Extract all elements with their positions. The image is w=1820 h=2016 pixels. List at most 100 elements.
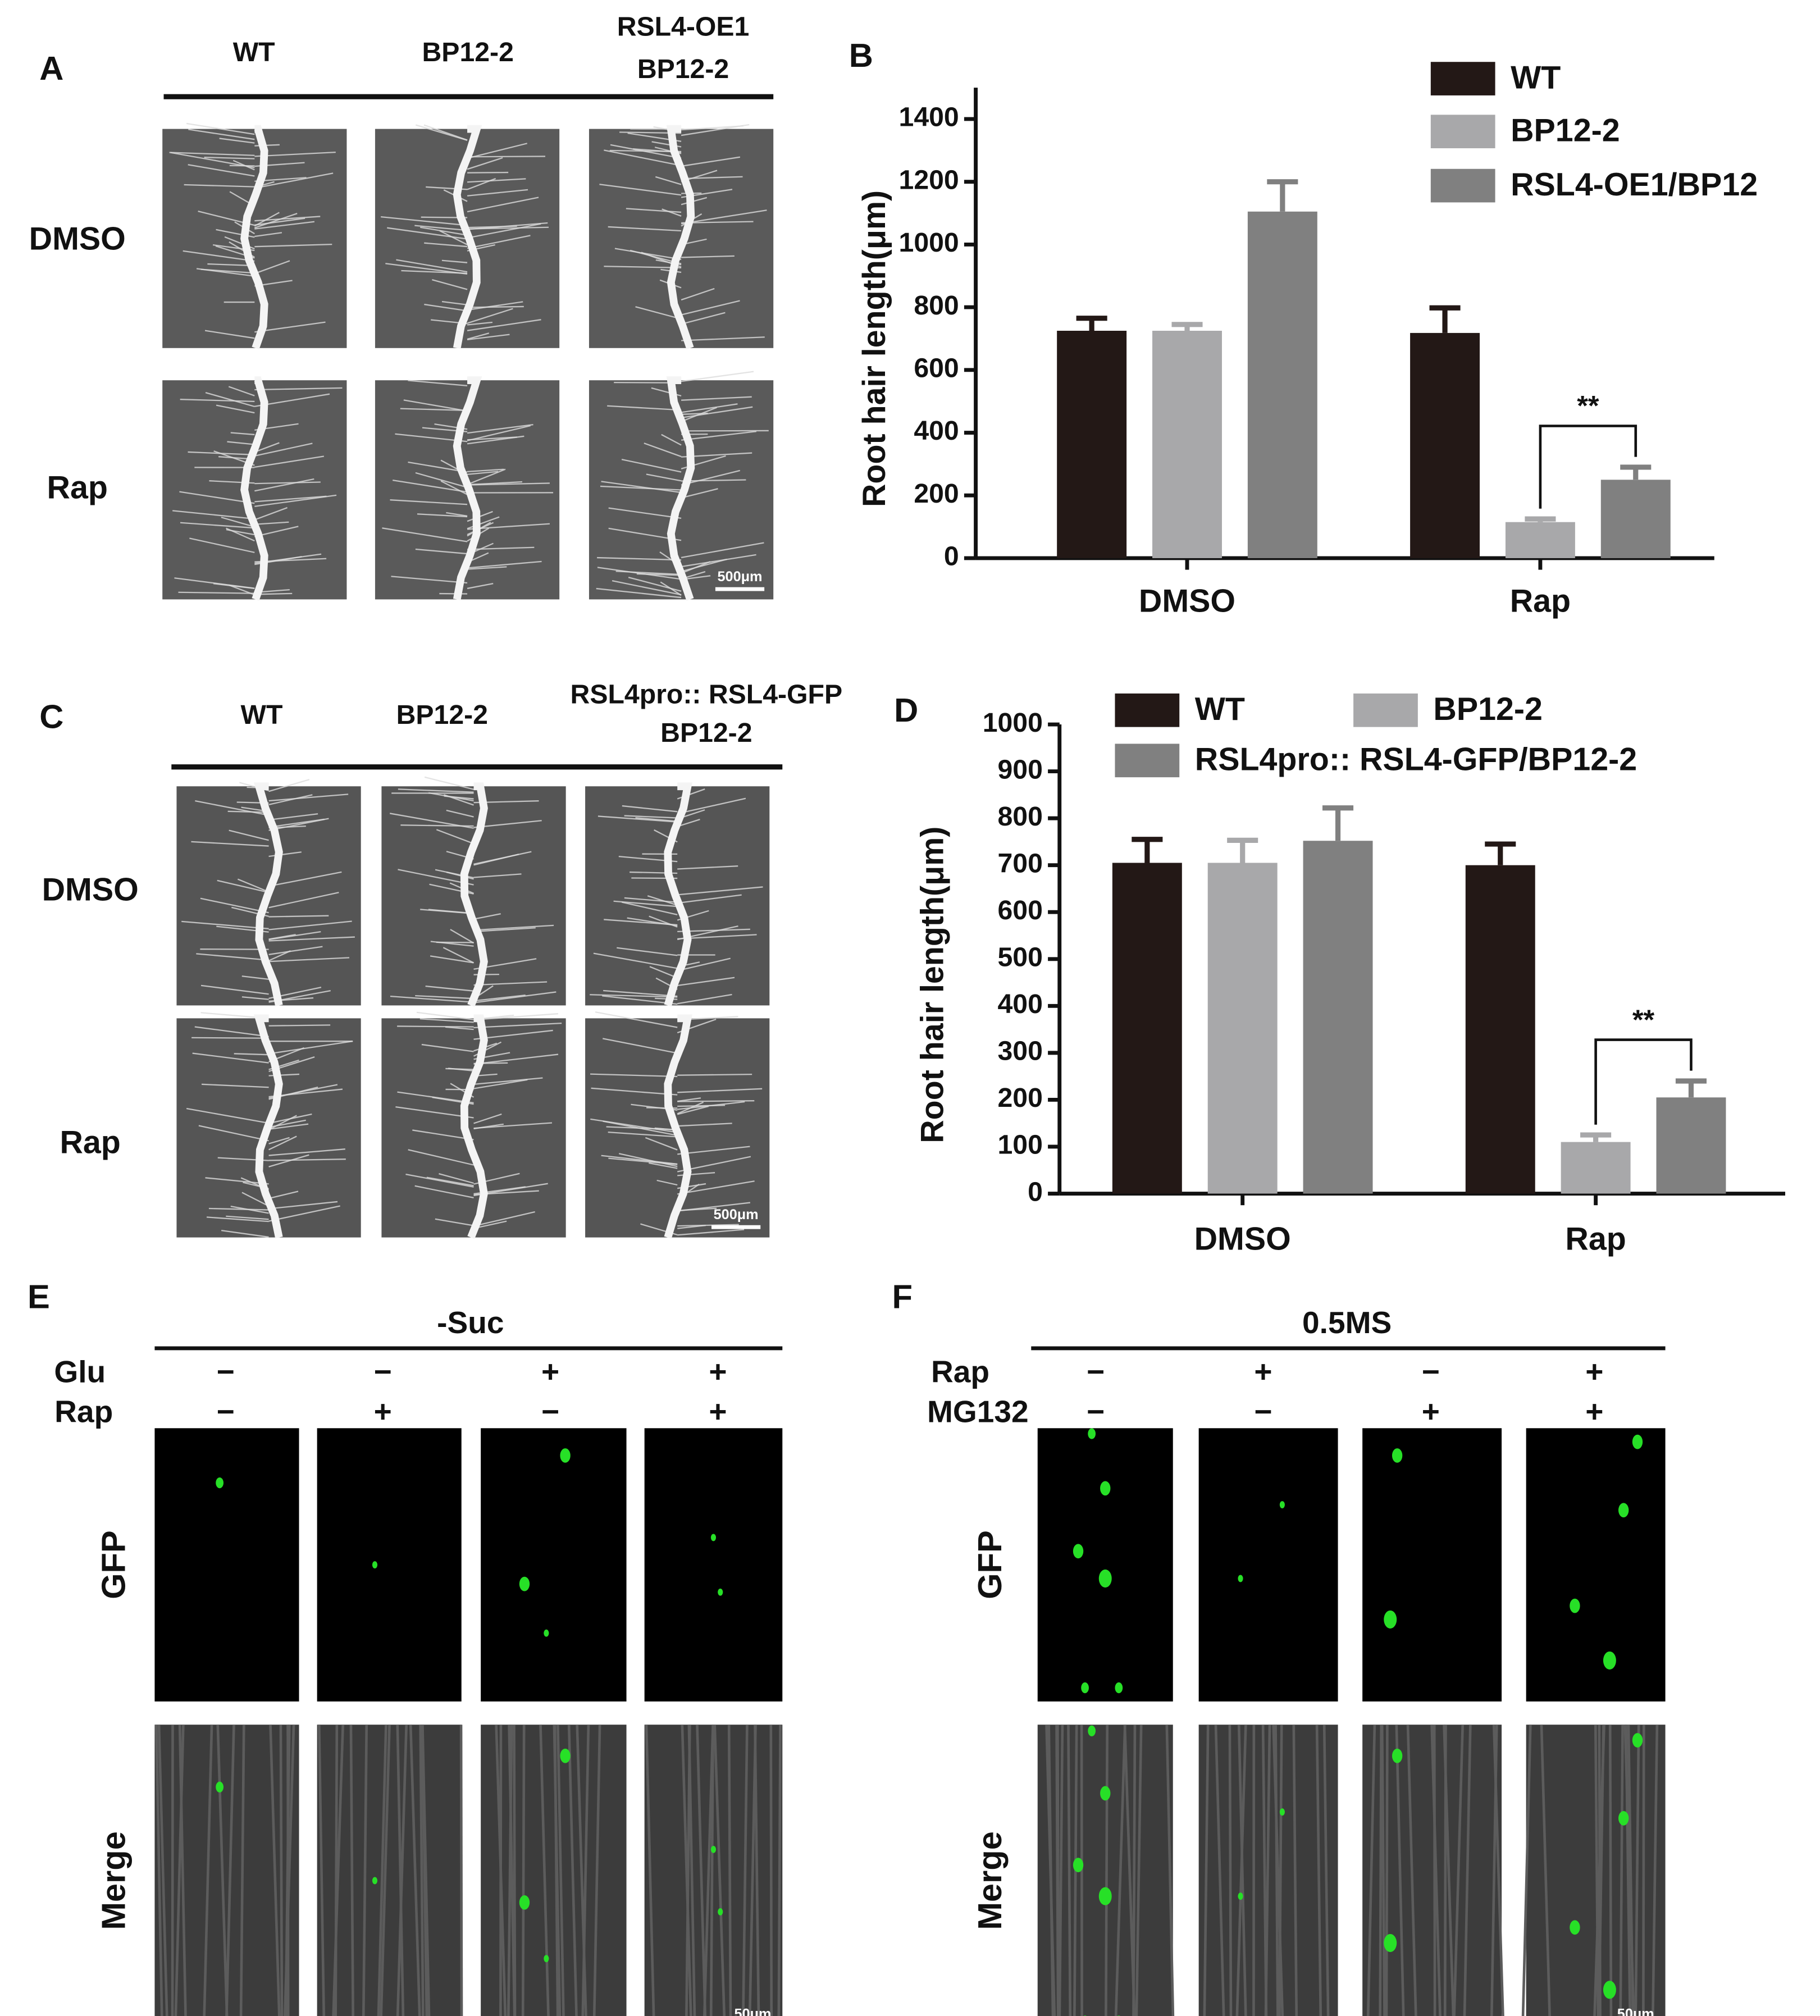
root-hair [467,560,542,569]
cell-wall [645,1725,655,2016]
root-hair [655,176,682,185]
root-hair [599,184,682,196]
root-hair [446,512,468,517]
nucleus [1073,1858,1084,1873]
cell-wall [1627,1725,1635,2016]
root-hair [590,1073,678,1078]
root-hair [603,989,678,997]
cell-wall [1521,1725,1532,2016]
root-hair [467,334,510,340]
nucleus [1618,1810,1629,1826]
y-tick-label: 900 [998,754,1043,784]
cell-wall [1073,1725,1078,2016]
cell-wall [713,1725,726,2016]
root-hair [415,472,468,489]
root-hair [677,865,738,870]
root-hair [677,1202,751,1212]
treatment-sign: + [709,1354,727,1389]
root-hair [268,950,291,961]
y-tick-label: 600 [998,895,1043,925]
root-hair [473,1079,528,1089]
root-hair [188,451,255,455]
root-hair [467,308,513,324]
y-tick-label: 1400 [899,102,959,133]
root-hair [408,380,468,386]
root-hair [430,955,474,964]
error-bar [1171,322,1203,331]
root-hair [178,591,255,594]
root-hair [618,1153,678,1167]
root-hair [597,815,678,823]
root [666,376,695,601]
cell-wall [1058,1725,1064,2016]
cell-wall [1278,1725,1283,2016]
cell-wall [539,1725,550,2016]
cell-wall [495,1725,507,2016]
significance-bracket [1539,425,1637,509]
root-hair [604,149,682,166]
root-hair [473,820,542,828]
root [460,1014,488,1239]
root-hair [473,927,536,933]
root [240,376,268,601]
root-hair [254,212,280,227]
bar [1656,1097,1726,1194]
cell-wall [742,1725,749,2016]
root-hair [417,513,468,518]
root-hair [234,1053,269,1056]
treatment-label: Rap [54,1394,113,1429]
root-hair [596,587,682,599]
y-tick-label: 0 [1028,1176,1043,1207]
y-tick-label: 400 [914,416,959,446]
root-hair [614,248,682,261]
root-hair [681,469,741,486]
root-hair [604,919,678,926]
bar [1207,863,1278,1194]
y-tick-label: 300 [998,1036,1043,1066]
error-bar [1580,1132,1612,1142]
scale-bar-label: 500μm [714,1207,759,1223]
root-hair [681,221,754,224]
cell-wall [1453,1725,1465,2016]
root-hair [441,259,468,263]
root-hair [649,966,678,979]
cell-wall [1105,1725,1109,2016]
root-hair [254,455,325,468]
nucleus [1088,1725,1096,1736]
column-header: WT [240,700,282,730]
root-hair [681,176,743,180]
legend-swatch [1353,693,1418,727]
root-hair [204,330,255,339]
nucleus [718,1588,723,1596]
root-hair [241,1192,270,1207]
error-bar [1132,837,1163,863]
cell-wall [1272,1725,1284,2016]
nucleus [519,1895,530,1910]
root-hair [200,984,269,995]
root-hair [186,122,255,135]
root-hair [677,1146,750,1155]
cell-wall [157,1725,168,2016]
nucleus [1570,1920,1580,1935]
root-hair [228,386,255,396]
root-hair [677,894,742,904]
root-hair [446,809,474,818]
bar [1561,1142,1631,1194]
cell-wall [1165,1725,1175,2016]
root-hair [677,977,735,987]
y-tick-label: 700 [998,848,1043,878]
root-hair [213,583,255,590]
root [460,782,488,1007]
root-hair [662,208,682,217]
root-hair [590,994,678,998]
root-hair [660,581,682,596]
nucleus [1384,1610,1397,1629]
x-tick-label: Rap [1510,583,1571,619]
error-bar [1267,179,1298,212]
bar [1112,863,1182,1194]
root-hair [179,491,255,504]
root-hair [414,1185,474,1199]
treatment-sign: − [217,1394,235,1429]
root [453,376,482,600]
